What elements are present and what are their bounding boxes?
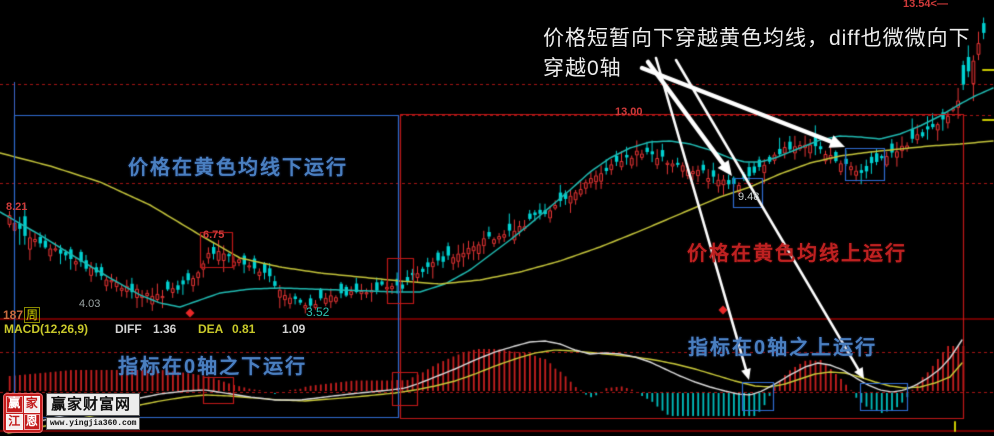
macd-indicator-name[interactable]: MACD(12,26,9) bbox=[4, 322, 89, 336]
price-label-8-21: 8.21 bbox=[6, 201, 28, 213]
price-label-9-48: 9.48 bbox=[738, 191, 760, 203]
annotation-indicator-above-zero: 指标在0轴之上运行 bbox=[688, 337, 878, 359]
price-label-6-75: 6.75 bbox=[203, 229, 225, 241]
site-url: www.yingjia360.com bbox=[46, 417, 141, 431]
site-seal-icon: 赢 家 江 恩 bbox=[3, 393, 43, 433]
price-label-13-00: 13.00 bbox=[615, 106, 643, 118]
period-number: 187 bbox=[3, 308, 24, 322]
seal-char: 恩 bbox=[23, 413, 40, 430]
seal-char: 赢 bbox=[6, 396, 23, 413]
site-watermark: 赢 家 江 恩 赢家财富网 www.yingjia360.com bbox=[3, 393, 141, 433]
period-unit: 周 bbox=[24, 307, 41, 323]
site-name: 赢家财富网 bbox=[46, 393, 141, 417]
annotation-main-note-line2: 穿越0轴 bbox=[543, 57, 622, 80]
macd-bar-value: 1.09 bbox=[282, 322, 306, 336]
annotation-main-note-line1: 价格短暂向下穿越黄色均线，diff也微微向下 bbox=[543, 27, 971, 50]
macd-dea-label: DEA bbox=[198, 322, 224, 336]
price-label-13-54: 13.54<— bbox=[903, 0, 948, 10]
annotation-indicator-below-zero: 指标在0轴之下运行 bbox=[118, 356, 308, 378]
annotation-price-below-ma: 价格在黄色均线下运行 bbox=[128, 157, 348, 179]
seal-char: 江 bbox=[6, 413, 23, 430]
period-label: 187 周 bbox=[3, 306, 41, 324]
macd-diff-value: 1.36 bbox=[153, 322, 177, 336]
macd-diff-label: DIFF bbox=[115, 322, 142, 336]
macd-dea-value: 0.81 bbox=[232, 322, 256, 336]
price-label-3-52: 3.52 bbox=[306, 305, 330, 319]
price-label-4-03: 4.03 bbox=[79, 298, 101, 310]
seal-char: 家 bbox=[23, 396, 40, 413]
annotation-price-above-ma: 价格在黄色均线上运行 bbox=[687, 243, 907, 265]
